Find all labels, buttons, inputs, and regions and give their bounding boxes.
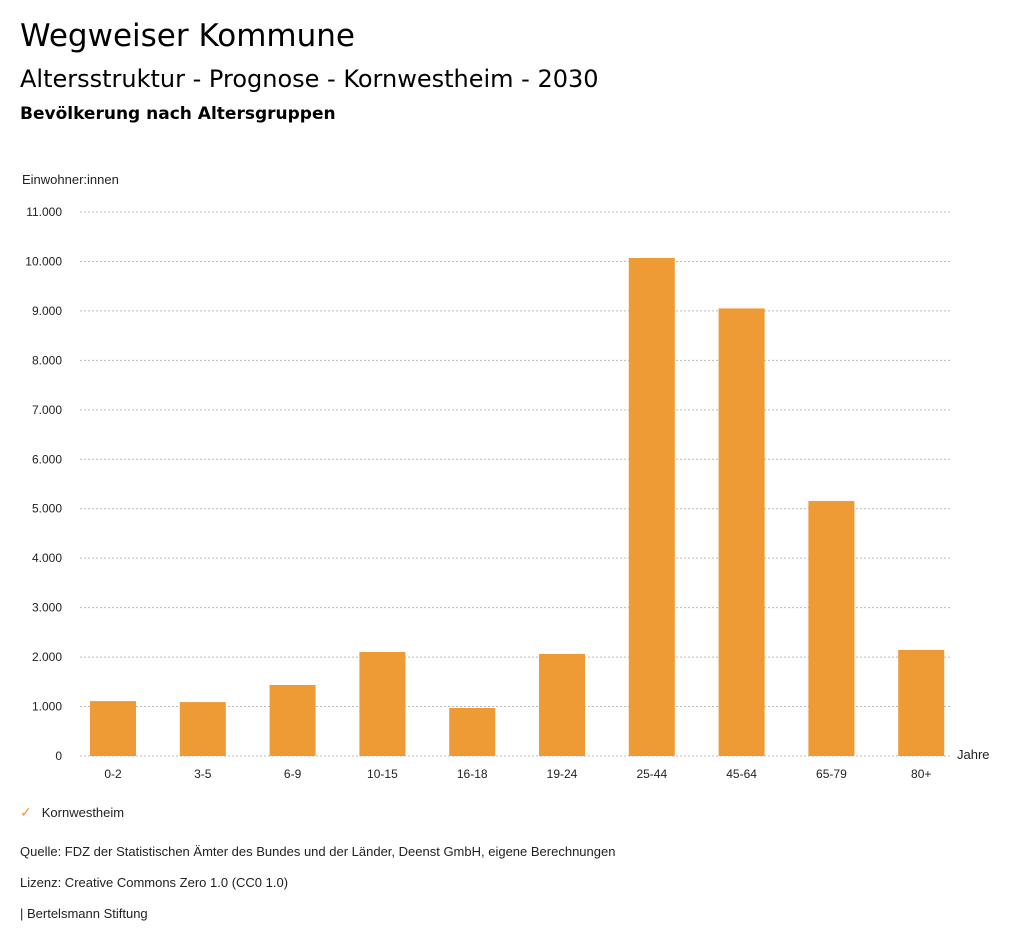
x-tick-label: 25-44 [636, 767, 667, 781]
bar-19-24 [539, 653, 585, 756]
x-tick-label: 19-24 [547, 767, 578, 781]
bar-65-79 [808, 500, 855, 756]
x-tick-label: 0-2 [104, 767, 122, 781]
x-tick-label: 45-64 [726, 767, 757, 781]
y-tick-label: 8.000 [32, 353, 62, 367]
bar-45-64 [718, 308, 765, 756]
chart-subtitle: Altersstruktur - Prognose - Kornwestheim… [20, 65, 599, 93]
y-tick-label: 3.000 [32, 601, 62, 615]
bar-80+ [898, 649, 945, 756]
x-axis-label: Jahre [957, 747, 990, 762]
y-tick-label: 11.000 [26, 205, 62, 219]
y-tick-label: 10.000 [25, 254, 62, 268]
x-tick-label: 16-18 [457, 767, 488, 781]
x-tick-label: 65-79 [816, 767, 847, 781]
y-tick-label: 0 [55, 749, 62, 763]
y-tick-label: 7.000 [32, 403, 62, 417]
license-text: Lizenz: Creative Commons Zero 1.0 (CC0 1… [20, 875, 289, 890]
source-text: Quelle: FDZ der Statistischen Ämter des … [20, 844, 616, 859]
credit-text: | Bertelsmann Stiftung [20, 906, 148, 921]
x-tick-label: 10-15 [367, 767, 398, 781]
x-tick-label: 6-9 [284, 767, 302, 781]
y-tick-label: 1.000 [32, 700, 62, 714]
y-tick-label: 9.000 [32, 304, 62, 318]
legend-item-kornwestheim[interactable]: ✓ Kornwestheim [20, 804, 124, 821]
y-tick-label: 5.000 [32, 502, 62, 516]
bar-25-44 [628, 257, 675, 756]
y-axis-label: Einwohner:innen [22, 172, 119, 187]
bar-3-5 [179, 702, 226, 756]
check-icon: ✓ [20, 804, 32, 820]
bar-16-18 [449, 707, 496, 756]
x-tick-label: 80+ [911, 767, 931, 781]
y-tick-label: 2.000 [32, 650, 62, 664]
bar-10-15 [359, 651, 406, 756]
legend-label: Kornwestheim [41, 805, 125, 820]
bar-0-2 [90, 701, 136, 756]
chart-section-title: Bevölkerung nach Altersgruppen [20, 104, 336, 124]
page-title: Wegweiser Kommune [20, 18, 355, 54]
bar-6-9 [269, 684, 316, 756]
y-tick-label: 6.000 [32, 452, 62, 466]
y-tick-label: 4.000 [32, 551, 62, 565]
x-tick-label: 3-5 [194, 767, 212, 781]
